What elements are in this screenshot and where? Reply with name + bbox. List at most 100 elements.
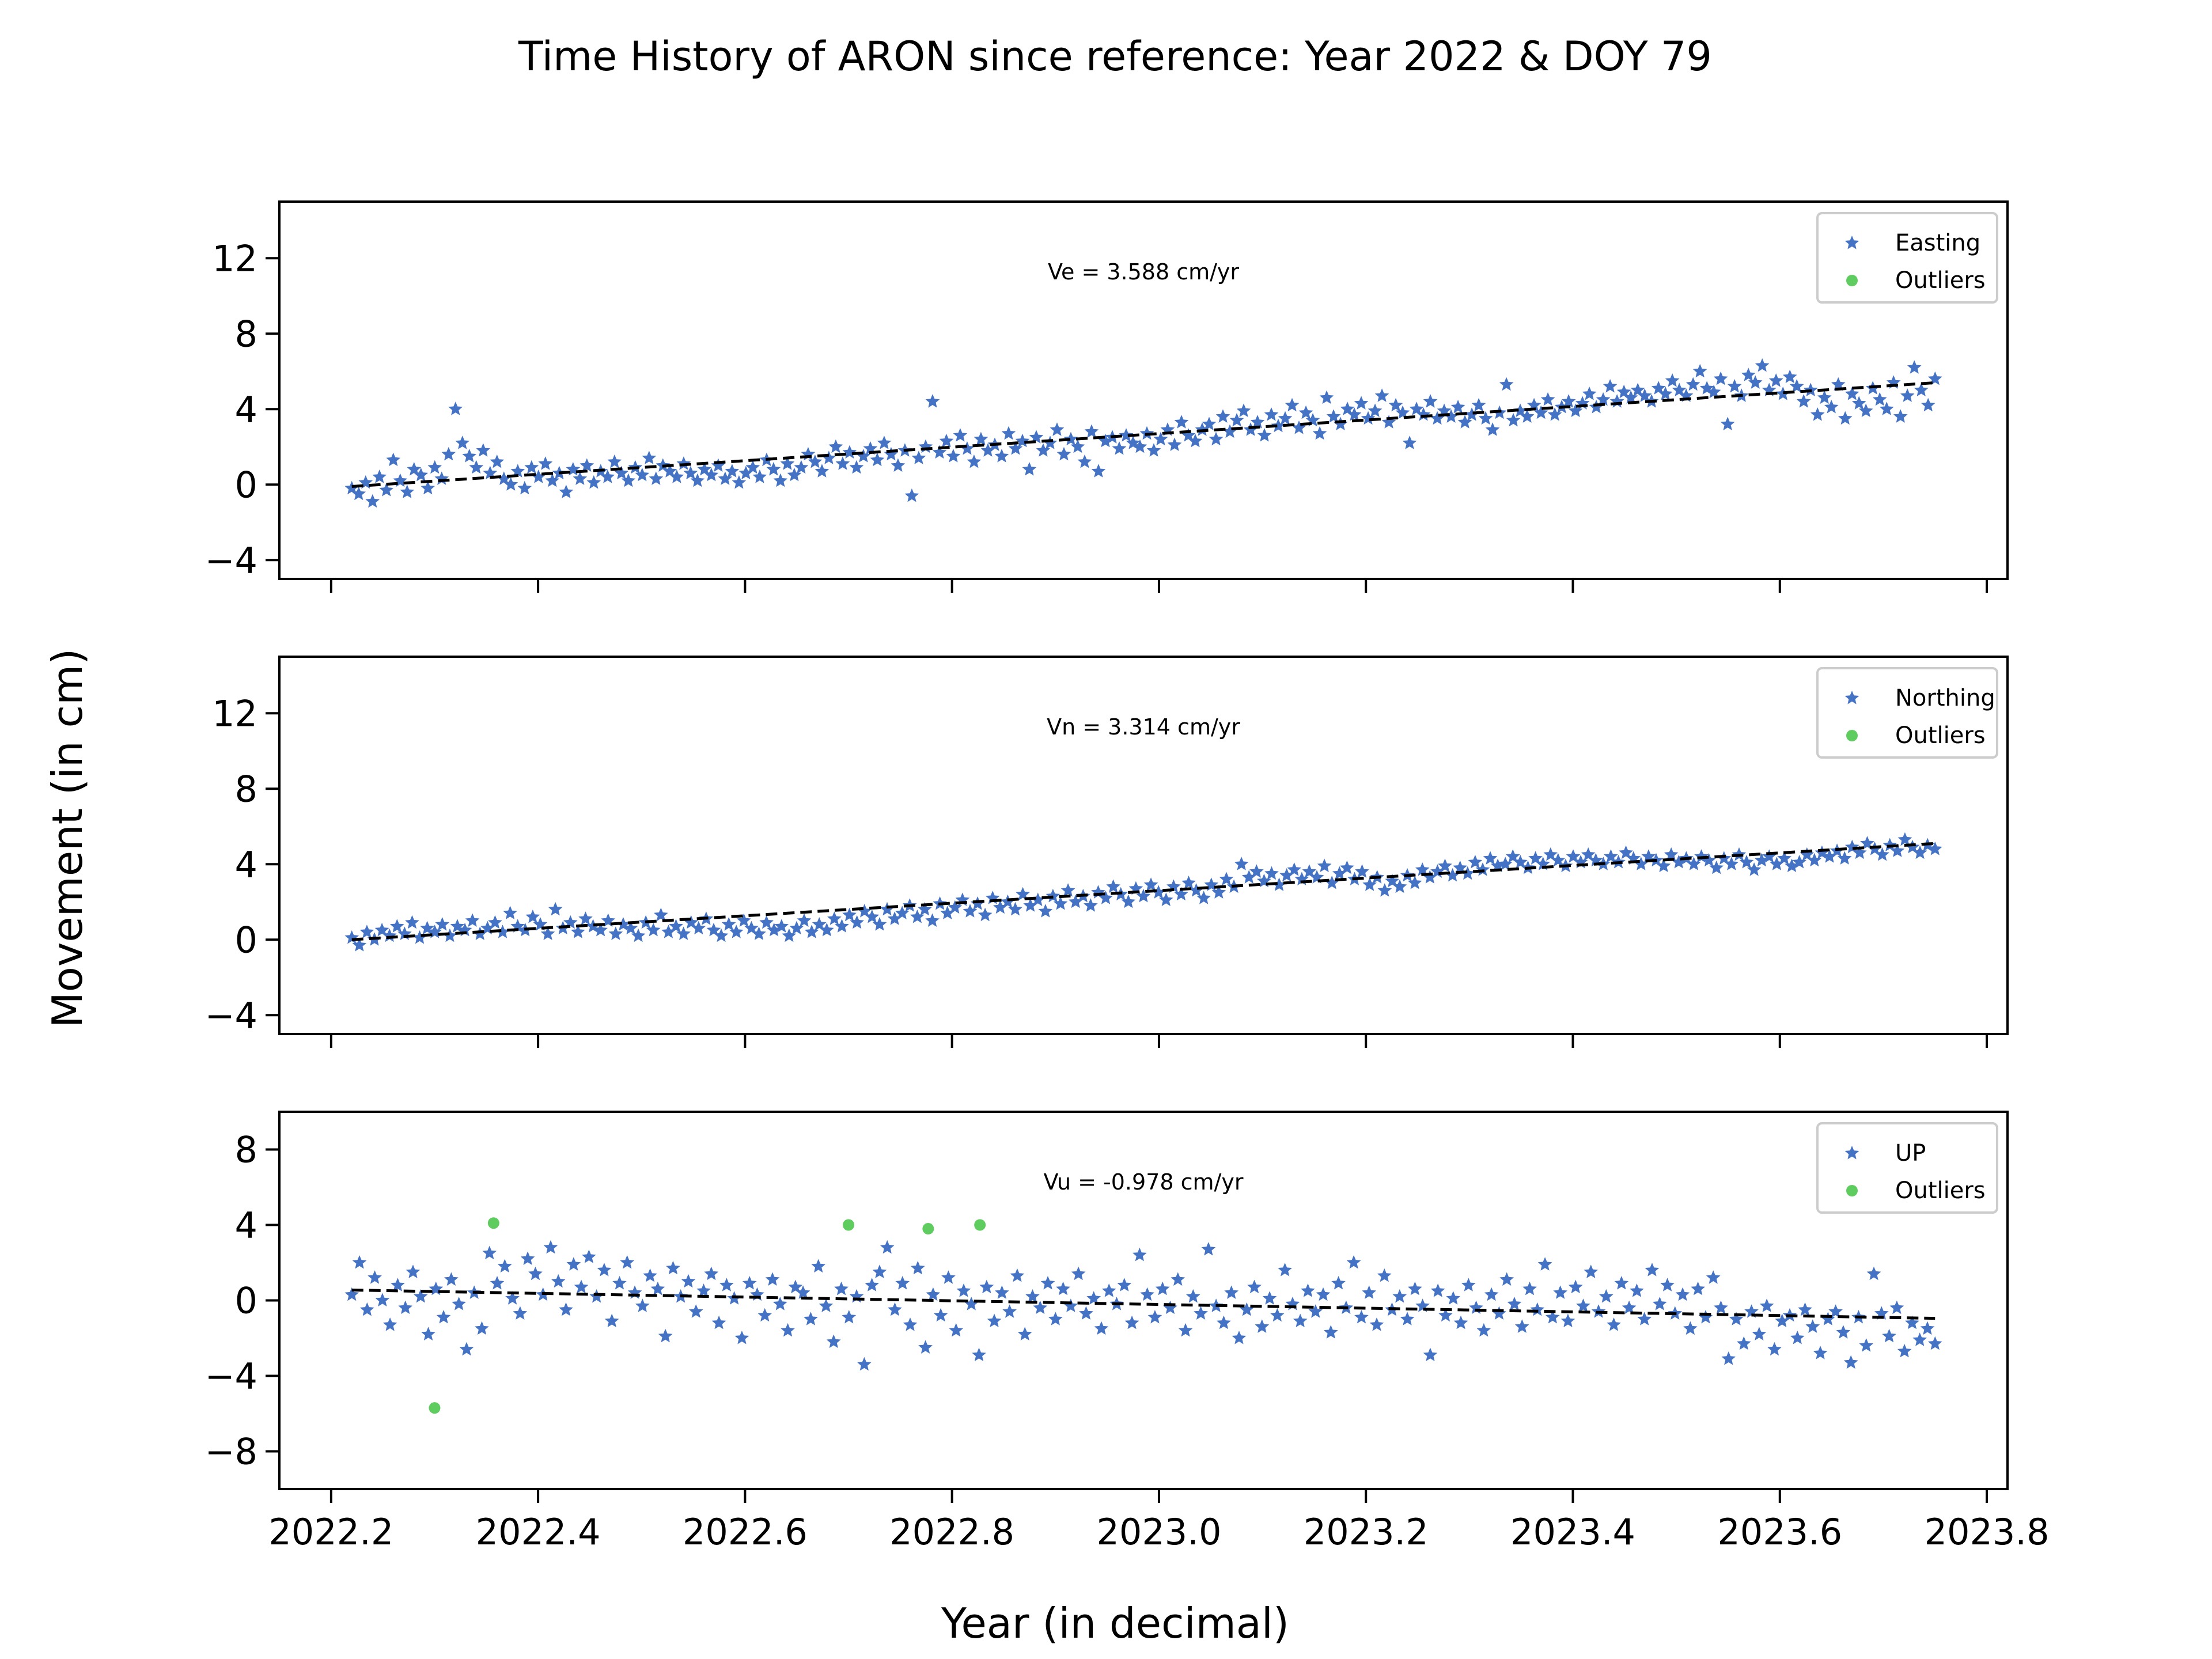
up-point [1163,1300,1177,1315]
easting-point [1844,387,1859,400]
northing-point [374,922,389,937]
up-point [635,1298,650,1312]
easting-point [386,452,401,467]
easting-point [1195,422,1210,436]
easting-point [704,467,719,482]
northing-point [669,919,683,933]
up-point [1813,1346,1828,1359]
northing-point [1709,860,1724,874]
northing-point [721,917,736,931]
easting-point [531,469,546,483]
northing-point [1158,892,1173,906]
easting-point [711,458,726,472]
up-point [1905,1315,1919,1330]
easting-point [1278,411,1293,425]
up-point [1461,1278,1476,1291]
easting-point [600,469,615,483]
x-tick-label: 2023.8 [1925,1511,2050,1553]
easting-point [683,465,698,480]
easting-point [953,428,968,442]
northing-point [782,928,797,942]
easting-point [1900,388,1915,402]
up-point [895,1276,910,1290]
legend-box [1816,212,1998,304]
northing-point [1340,860,1354,874]
up-point [796,1285,810,1299]
up-point [475,1321,489,1335]
up-point [1729,1312,1744,1325]
easting-point [414,467,429,482]
northing-point [352,938,367,952]
northing-point [1031,892,1046,906]
northing-point [812,917,827,931]
easting-point [1285,397,1300,412]
northing-point [1415,862,1430,876]
up-point [1882,1328,1896,1343]
easting-point [718,471,733,485]
easting-point [1215,409,1230,423]
x-tick-label: 2023.2 [1304,1511,1429,1553]
up-point [1155,1281,1170,1296]
northing-point [571,925,585,938]
easting-point [1457,415,1472,429]
northing-point [1927,842,1942,855]
easting-point [1914,382,1929,396]
easting-point [1768,373,1783,387]
up-point [1362,1285,1377,1299]
northing-point [593,922,608,937]
easting-point [1146,443,1161,457]
easting-point [1368,403,1382,417]
northing-point [676,926,691,940]
easting-point [1167,437,1182,451]
northing-point [495,925,510,938]
up-point [1308,1304,1323,1318]
northing-point [865,910,880,923]
easting-point [1831,377,1846,391]
easting-point [1050,422,1065,436]
easting-point [690,473,705,487]
easting-velocity-annotation: Ve = 3.588 cm/yr [1048,259,1239,285]
easting-point [821,450,836,464]
up-point [1568,1279,1583,1294]
northing-point [540,926,555,940]
northing-point [1121,894,1136,908]
northing-point [850,915,864,929]
easting-point [1872,392,1887,406]
easting-point [1789,379,1804,393]
northing-panel: −4 0 4 8 12 Vn = 3.314 cm/yr Northing Outliers [205,656,2009,1048]
up-point [704,1266,719,1281]
up-point [1691,1281,1705,1296]
easting-point [1907,360,1922,374]
up-point [528,1266,543,1281]
northing-plot-area [344,832,1942,952]
easting-point [517,480,532,495]
easting-point [725,464,740,478]
easting-point [1209,431,1224,446]
up-point [1599,1289,1613,1303]
up-point [1316,1287,1331,1301]
easting-point [1513,403,1528,417]
easting-point [607,454,622,468]
northing-point [1038,904,1053,918]
northing-point [1287,862,1302,876]
easting-point [448,402,463,415]
up-ytick-label: 8 [235,1129,257,1171]
northing-point [993,900,1007,914]
easting-point [891,458,906,472]
up-point [1706,1270,1721,1284]
up-point [1354,1310,1369,1324]
easting-point [870,452,885,467]
up-point [1063,1298,1078,1312]
northing-point [548,902,563,916]
up-point [1124,1315,1139,1330]
up-point [1584,1264,1599,1278]
northing-point [887,911,902,925]
up-point [497,1259,512,1273]
easting-point [828,439,843,453]
northing-point [465,913,480,927]
up-point [505,1291,520,1305]
up-point [1423,1347,1438,1361]
northing-point [714,928,729,942]
up-point [1140,1287,1154,1301]
easting-point [1312,426,1327,440]
